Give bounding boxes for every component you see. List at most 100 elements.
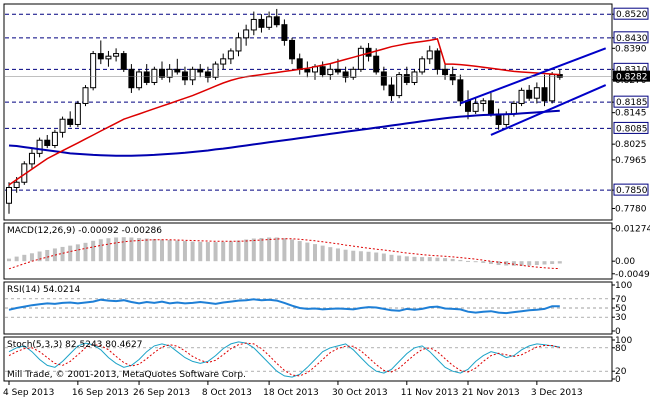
candle-body	[449, 74, 456, 81]
candle-body	[380, 71, 387, 86]
candle-body	[97, 53, 104, 60]
rsi-tick-label: 100	[615, 281, 632, 291]
macd-bar	[274, 237, 279, 262]
macd-bar	[228, 241, 233, 262]
macd-axis-ticks: 0.01274 0.00 -0.00494	[612, 225, 650, 280]
macd-bar	[335, 248, 340, 262]
slow-moving-average-line	[8, 109, 560, 157]
candle-body	[82, 87, 89, 104]
macd-bar	[358, 251, 363, 262]
candle-body	[319, 66, 326, 76]
macd-bar	[412, 256, 417, 262]
macd-bar	[473, 261, 478, 263]
macd-bar	[198, 241, 203, 262]
macd-bar	[114, 237, 119, 262]
price-tick-label: 0.8390	[615, 44, 647, 54]
candle-body	[510, 102, 517, 115]
candle-body	[503, 113, 510, 125]
macd-bar	[534, 261, 539, 266]
candle-body	[6, 186, 12, 204]
trendline	[490, 84, 607, 136]
level-label: 0.8430	[616, 34, 648, 44]
candle-body	[396, 74, 403, 97]
macd-bar	[75, 244, 80, 262]
candle-body	[541, 87, 548, 102]
macd-bar	[22, 254, 27, 262]
macd-bar	[519, 261, 524, 266]
level-label: 0.7850	[616, 186, 648, 196]
macd-bar	[443, 258, 448, 262]
current-price-box	[613, 70, 650, 82]
macd-bar	[167, 240, 172, 262]
macd-bar	[52, 248, 57, 262]
stochastic-signal-line	[8, 342, 560, 377]
footer-copyright: Mill Trade, © 2001-2013, MetaQuotes Soft…	[7, 370, 246, 380]
candle-body	[28, 152, 35, 165]
macd-bar	[427, 257, 432, 262]
candle-body	[250, 18, 257, 31]
macd-bar	[244, 239, 249, 262]
macd-bar	[137, 237, 142, 262]
candle-body	[334, 68, 341, 73]
stochastic-label: Stoch(5,3,3) 82.5243 80.4627	[7, 340, 142, 350]
macd-bar	[259, 237, 264, 262]
candle-body	[212, 63, 219, 78]
candle-body	[487, 100, 494, 115]
macd-bar	[7, 258, 11, 262]
rsi-tick-label: 30	[615, 313, 627, 323]
price-tick-label: 0.7965	[615, 156, 647, 166]
macd-bar	[404, 256, 409, 262]
candle-body	[197, 68, 204, 73]
macd-bar	[550, 261, 555, 264]
stochastic-lines	[8, 341, 560, 378]
level-label: 0.8185	[616, 98, 648, 108]
macd-bar	[527, 261, 532, 266]
macd-bar	[496, 261, 501, 266]
candle-body	[327, 68, 334, 76]
macd-bar	[160, 239, 164, 262]
stochastic-level-lines	[5, 347, 612, 372]
macd-bar	[389, 254, 394, 262]
x-tick-label: 8 Oct 2013	[202, 388, 252, 398]
rsi-line	[8, 298, 560, 315]
price-tick-label: 0.8145	[615, 109, 647, 119]
candle-body	[342, 71, 349, 78]
candles	[6, 8, 563, 214]
candle-body	[36, 139, 43, 154]
candle-body	[166, 68, 173, 78]
x-tick-label: 16 Sep 2013	[72, 388, 129, 398]
candle-body	[289, 39, 296, 60]
rsi-tick-label: 50	[615, 304, 627, 314]
candle-body	[549, 74, 556, 102]
candle-body	[304, 68, 311, 73]
x-axis: 4 Sep 2013 16 Sep 2013 26 Sep 2013 8 Oct 20…	[3, 381, 583, 398]
candle-body	[105, 55, 112, 60]
level-label-box	[613, 7, 649, 20]
x-tick-label: 18 Oct 2013	[263, 388, 319, 398]
macd-bar	[282, 238, 287, 262]
level-label-box	[613, 31, 649, 44]
price-tick-label: 0.8025	[615, 140, 647, 150]
candle-body	[174, 68, 181, 73]
current-price-label: 0.8282	[616, 73, 648, 83]
macd-bar	[83, 242, 88, 262]
macd-bar	[290, 239, 295, 262]
macd-bar	[152, 239, 157, 262]
macd-tick-label: 0.01274	[615, 225, 650, 235]
x-tick-label: 11 Nov 2013	[401, 388, 459, 398]
macd-bar	[68, 245, 73, 262]
macd-bar	[466, 260, 470, 262]
candle-body	[526, 89, 533, 99]
macd-bar	[374, 252, 379, 262]
macd-bar	[29, 253, 34, 262]
price-level-labels: 0.8520 0.8430 0.8310 0.8185 0.8085 0.7850	[613, 7, 649, 196]
stochastic-panel-frame	[3, 336, 613, 382]
candle-body	[120, 53, 127, 70]
candle-body	[235, 37, 242, 52]
fast-moving-average-line	[8, 38, 560, 186]
macd-bar	[297, 241, 302, 262]
macd-bar	[504, 261, 509, 266]
